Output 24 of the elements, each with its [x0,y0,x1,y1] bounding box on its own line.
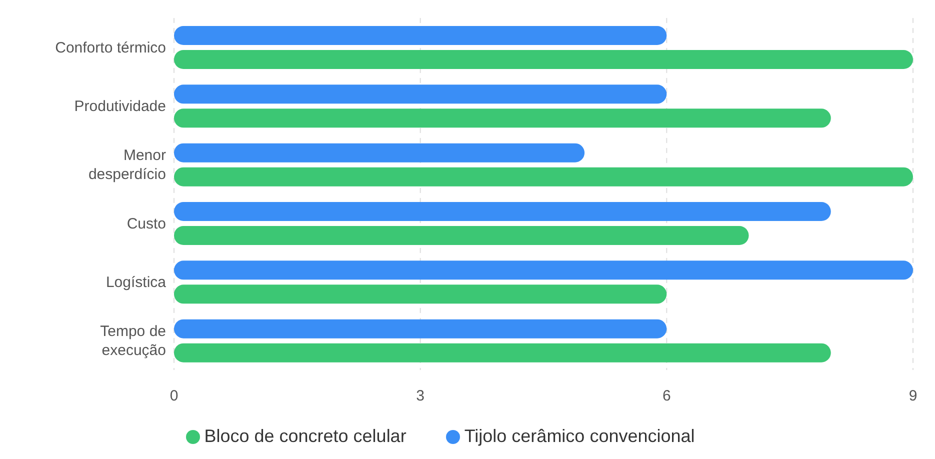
legend-label: Bloco de concreto celular [204,426,406,446]
legend-label: Tijolo cerâmico convencional [464,426,695,446]
y-tick-label: Custo [126,215,166,232]
bar [174,226,749,245]
y-tick-label: Logística [106,274,167,291]
y-tick-label: Menor desperdício [88,147,166,184]
bar [174,108,831,128]
x-tick-label: 6 [662,388,671,405]
y-tick-label: Produtividade [74,98,166,115]
bar [174,167,913,186]
bar [174,26,667,45]
bar [174,343,831,362]
y-tick-label: Tempo de execução [100,323,166,360]
bar [174,284,667,304]
bar [174,202,831,221]
x-tick-label: 0 [170,388,178,405]
y-tick-label: Conforto térmico [55,39,166,56]
bar [174,84,667,104]
x-tick-label: 3 [416,388,425,405]
x-tick-label: 9 [908,388,918,405]
bar [174,50,913,69]
bar [174,260,913,280]
bar [174,319,667,338]
bar [174,143,585,162]
